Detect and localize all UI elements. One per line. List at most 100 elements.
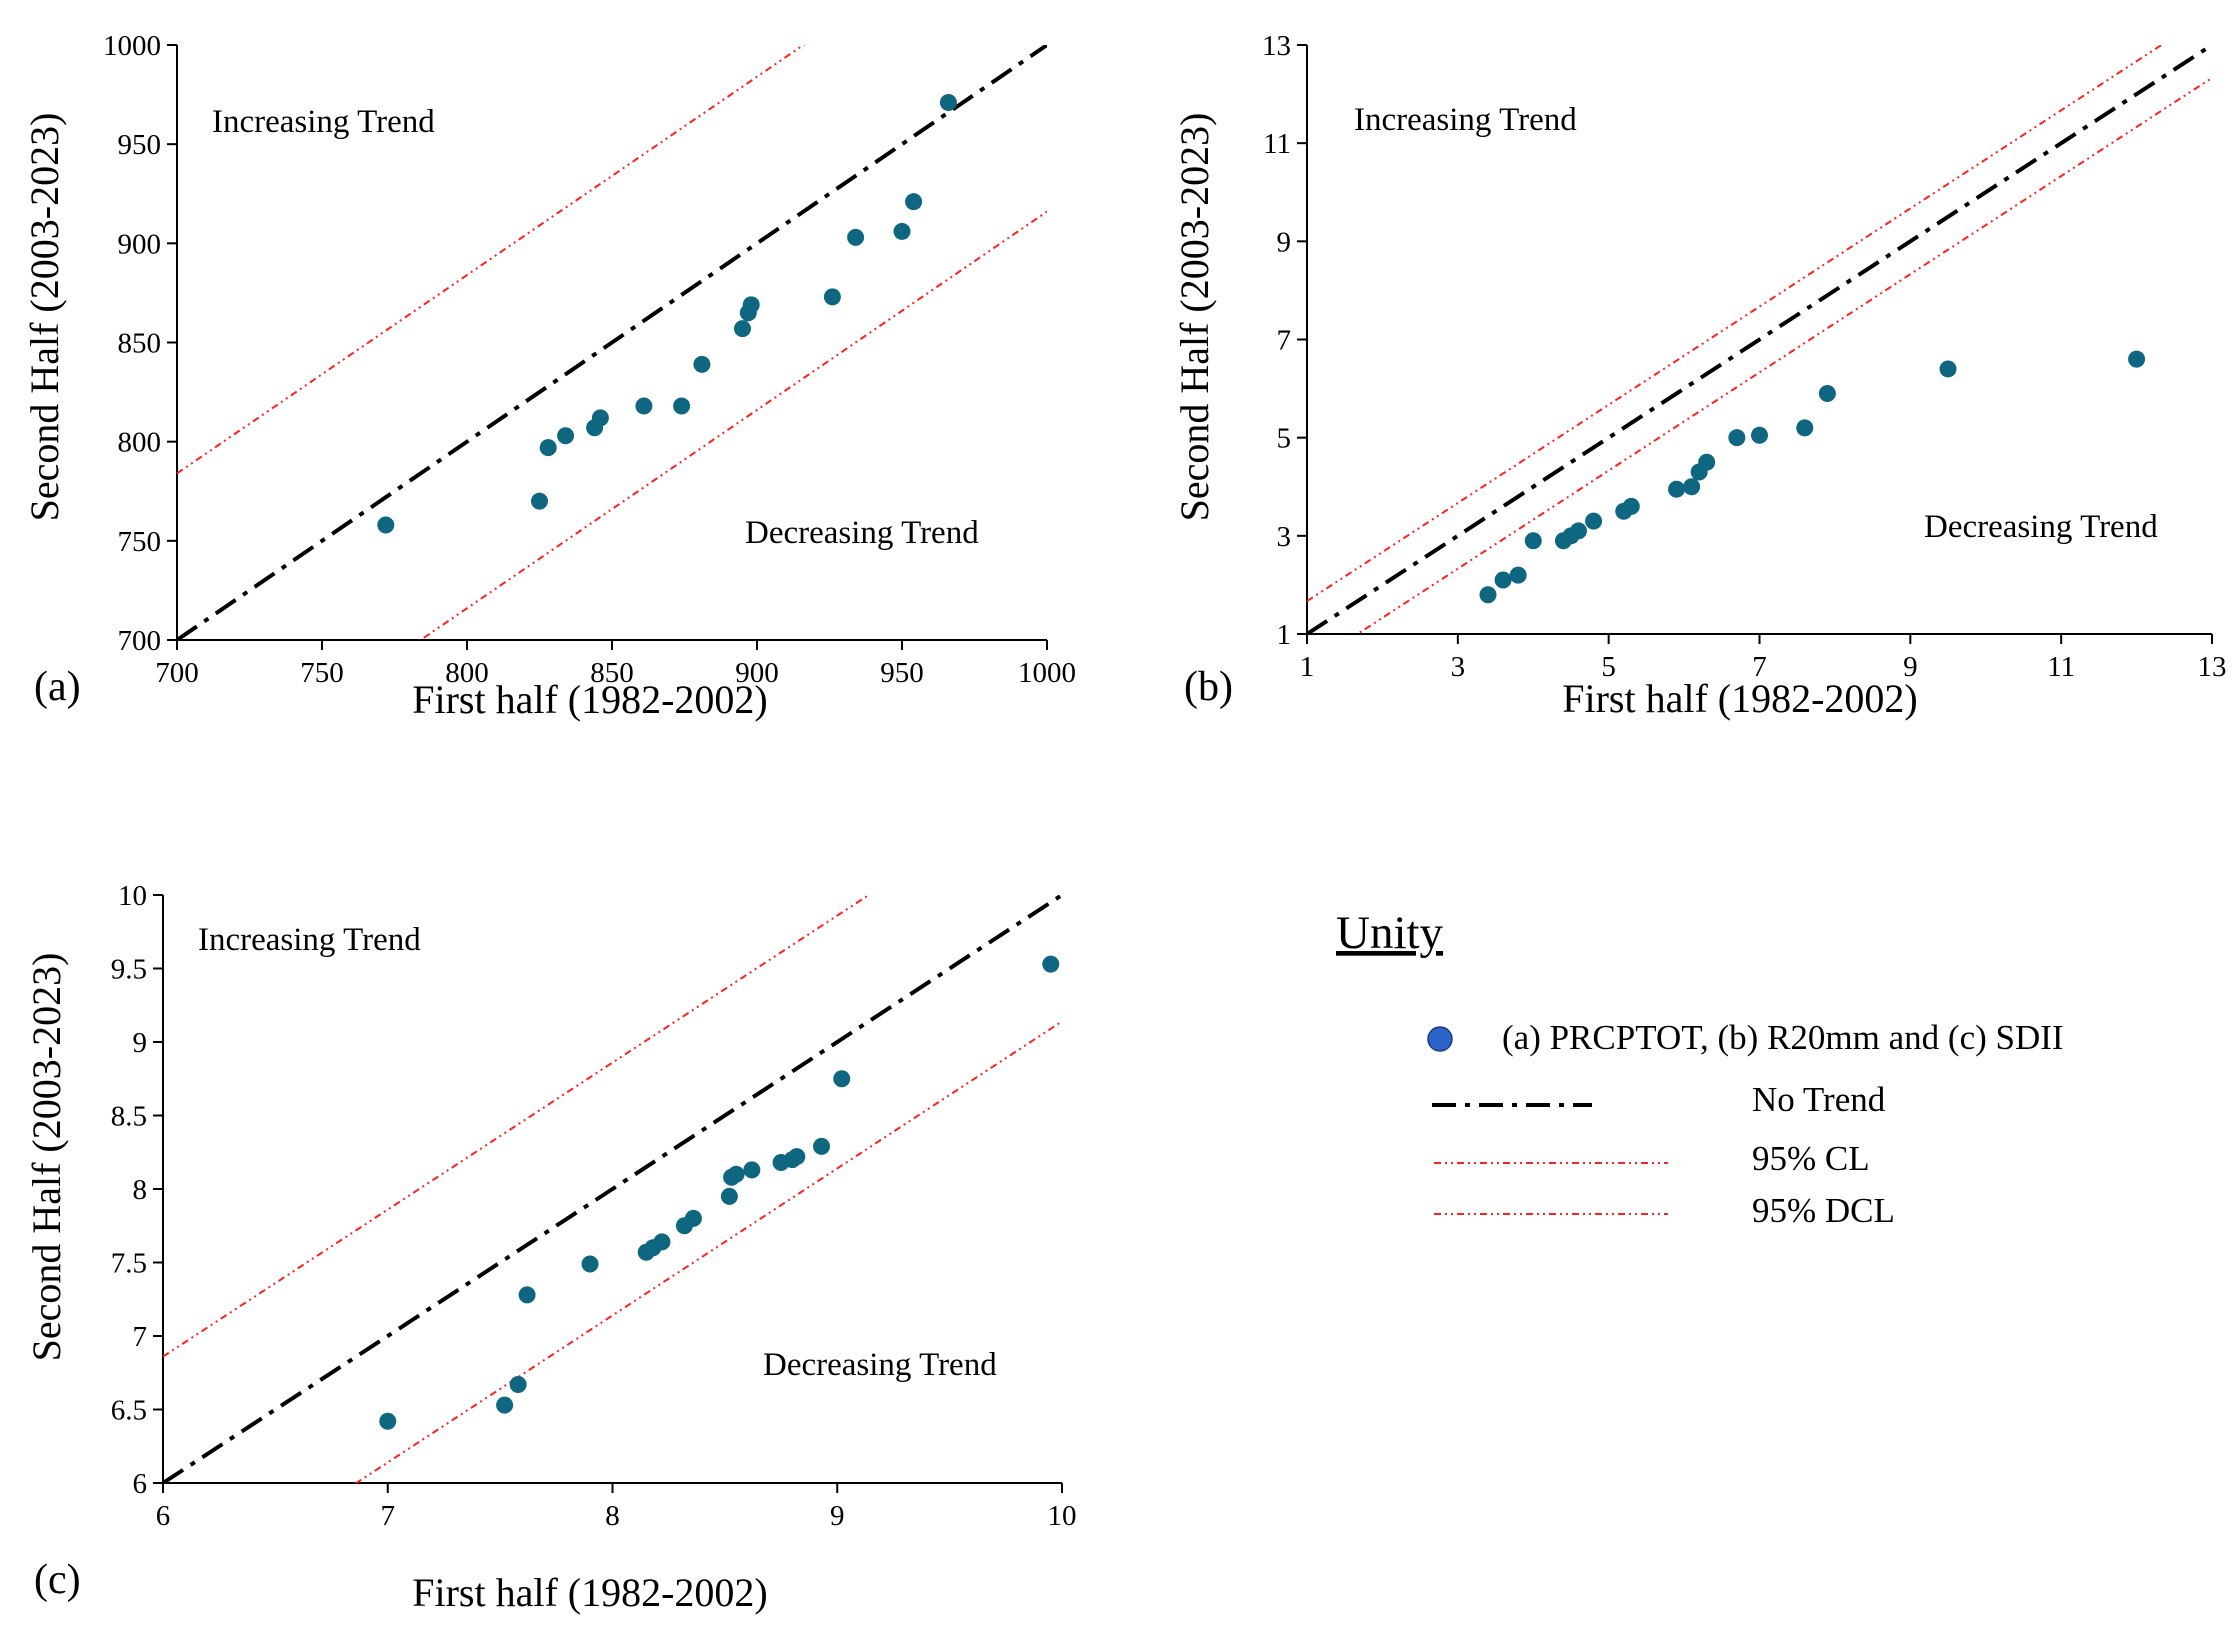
data-point	[1479, 586, 1497, 604]
x-tick-label: 700	[155, 657, 199, 689]
y-axis-title: Second Half (2003-2023)	[1172, 113, 1217, 522]
x-tick-label: 7	[1752, 651, 1767, 683]
y-tick-label: 900	[118, 228, 162, 260]
data-point	[1570, 522, 1587, 540]
data-point	[1751, 426, 1768, 444]
no-trend-line	[1307, 45, 2212, 634]
x-tick-label: 850	[590, 657, 634, 689]
data-point	[893, 222, 911, 240]
panel-label-a: (a)	[34, 664, 81, 710]
data-point	[1683, 478, 1701, 496]
data-point	[833, 1070, 851, 1088]
x-tick-label: 1	[1300, 651, 1315, 683]
x-axis-title: First half (1982-2002)	[412, 677, 768, 722]
y-tick-label: 9	[133, 1027, 148, 1059]
x-axis-title: First half (1982-2002)	[412, 1570, 768, 1615]
data-point	[518, 1286, 536, 1304]
x-tick-label: 950	[880, 657, 924, 689]
data-point	[531, 492, 548, 510]
increasing-trend-label: Increasing Trend	[1354, 102, 1577, 138]
x-axis-title: First half (1982-2002)	[1562, 676, 1918, 721]
upper-confidence-line	[1307, 45, 2164, 602]
y-tick-label: 750	[118, 526, 162, 558]
upper-confidence-line	[163, 895, 871, 1358]
data-point	[509, 1376, 527, 1394]
data-point	[1509, 566, 1527, 584]
y-tick-label: 9	[1277, 226, 1292, 258]
decreasing-trend-label: Decreasing Trend	[745, 515, 979, 551]
data-point	[1796, 419, 1814, 437]
data-point	[496, 1396, 514, 1414]
upper-confidence-line	[177, 45, 806, 475]
data-point	[377, 516, 395, 534]
y-tick-label: 8	[133, 1174, 148, 1206]
data-point	[1494, 571, 1512, 589]
data-point	[684, 1209, 702, 1227]
data-point	[743, 1161, 761, 1179]
y-tick-label: 800	[118, 427, 162, 459]
data-point	[1622, 497, 1640, 515]
data-point	[2128, 350, 2146, 368]
y-tick-label: 850	[118, 328, 162, 360]
y-tick-label: 1000	[103, 30, 161, 62]
decreasing-trend-label: Decreasing Trend	[763, 1347, 997, 1383]
data-point	[673, 397, 691, 415]
y-tick-label: 13	[1262, 30, 1291, 62]
y-tick-label: 6	[133, 1468, 148, 1500]
legend-entry-dcl: 95% DCL	[1752, 1191, 1895, 1230]
data-point	[379, 1412, 397, 1430]
y-tick-label: 3	[1277, 521, 1292, 553]
x-tick-label: 800	[445, 657, 489, 689]
data-point	[1698, 453, 1716, 471]
data-point	[742, 296, 760, 314]
data-point	[1524, 532, 1542, 550]
lower-confidence-line	[418, 210, 1047, 640]
data-point	[1668, 480, 1686, 498]
x-tick-label: 7	[381, 1500, 396, 1532]
data-point	[788, 1148, 806, 1166]
increasing-trend-label: Increasing Trend	[198, 922, 421, 958]
x-tick-label: 900	[735, 657, 779, 689]
x-tick-label: 9	[830, 1500, 845, 1532]
x-tick-label: 3	[1451, 651, 1466, 683]
x-tick-label: 11	[2047, 651, 2075, 683]
legend-title: Unity	[1336, 907, 1444, 959]
panel-label-c: (c)	[34, 1557, 81, 1603]
lower-confidence-line	[1355, 77, 2212, 634]
data-point	[939, 94, 957, 112]
data-point	[635, 397, 653, 415]
legend-entry-markers: (a) PRCPTOT, (b) R20mm and (c) SDII	[1502, 1018, 2064, 1057]
x-tick-label: 750	[300, 657, 344, 689]
y-tick-label: 9.5	[111, 954, 147, 986]
no-trend-line	[163, 895, 1062, 1483]
y-tick-label: 6.5	[111, 1395, 147, 1427]
y-axis-title: Second Half (2003-2023)	[22, 113, 67, 522]
x-tick-label: 6	[156, 1500, 171, 1532]
data-point	[1818, 384, 1836, 402]
data-point	[905, 193, 923, 211]
y-tick-label: 7	[133, 1321, 148, 1353]
legend: Unity (a) PRCPTOT, (b) R20mm and (c) SDI…	[1336, 907, 2064, 1230]
no-trend-line	[177, 45, 1047, 640]
legend-entry-cl: 95% CL	[1752, 1139, 1870, 1178]
x-tick-label: 9	[1903, 651, 1918, 683]
data-point	[1585, 512, 1603, 530]
y-tick-label: 10	[118, 880, 147, 912]
y-tick-label: 700	[118, 625, 162, 657]
y-tick-label: 5	[1277, 423, 1292, 455]
x-tick-label: 5	[1601, 651, 1616, 683]
increasing-trend-label: Increasing Trend	[212, 104, 435, 140]
y-tick-label: 11	[1263, 128, 1291, 160]
decreasing-trend-label: Decreasing Trend	[1924, 509, 2158, 545]
y-tick-label: 8.5	[111, 1101, 147, 1133]
x-tick-label: 8	[605, 1500, 620, 1532]
data-point	[1939, 360, 1957, 378]
panel-c-sdii: Increasing Trend Decreasing Trend First …	[24, 880, 1077, 1615]
data-point	[1728, 429, 1746, 447]
data-point	[813, 1137, 831, 1155]
y-tick-label: 7	[1277, 325, 1292, 357]
data-point	[727, 1165, 745, 1183]
data-point	[581, 1255, 599, 1273]
data-point	[734, 320, 751, 338]
